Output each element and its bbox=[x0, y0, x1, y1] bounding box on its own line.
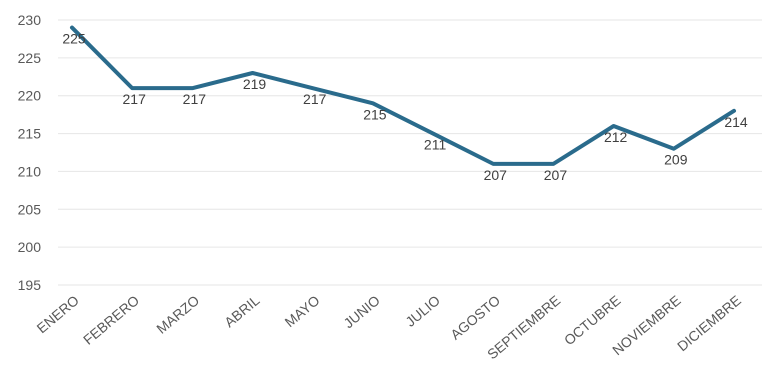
x-tick-label: AGOSTO bbox=[447, 292, 503, 343]
data-label: 211 bbox=[424, 137, 447, 153]
data-label: 212 bbox=[604, 129, 628, 145]
x-tick-label: ABRIL bbox=[221, 292, 262, 330]
x-tick-label: FEBRERO bbox=[80, 292, 142, 348]
data-label: 217 bbox=[123, 91, 147, 107]
x-tick-label: JUNIO bbox=[340, 292, 383, 331]
data-label: 214 bbox=[724, 114, 748, 130]
y-tick-label: 220 bbox=[18, 88, 42, 104]
y-tick-label: 225 bbox=[18, 50, 42, 66]
series-layer bbox=[70, 25, 736, 166]
y-tick-label: 230 bbox=[18, 12, 42, 28]
x-tick-label: OCTUBRE bbox=[561, 292, 624, 348]
data-label: 217 bbox=[303, 91, 327, 107]
data-label: 225 bbox=[62, 31, 86, 47]
data-label: 217 bbox=[183, 91, 207, 107]
y-tick-label: 195 bbox=[18, 277, 42, 293]
gridlines bbox=[58, 19, 762, 286]
data-label: 219 bbox=[243, 76, 267, 92]
y-tick-label: 205 bbox=[18, 201, 42, 217]
y-axis-ticks: 195 200 205 210 215 220 225 230 bbox=[18, 12, 42, 293]
data-label: 207 bbox=[484, 167, 508, 183]
y-tick-label: 215 bbox=[18, 126, 42, 142]
x-tick-label: DICIEMBRE bbox=[674, 292, 744, 354]
data-labels: 225 217 217 219 217 215 211 207 207 212 209 214 bbox=[62, 31, 748, 183]
data-label: 215 bbox=[363, 106, 387, 122]
x-tick-label: JULIO bbox=[402, 292, 443, 330]
data-label: 207 bbox=[544, 167, 568, 183]
data-label: 209 bbox=[664, 152, 688, 168]
series-line bbox=[70, 25, 736, 166]
y-tick-label: 210 bbox=[18, 163, 42, 179]
y-tick-label: 200 bbox=[18, 239, 42, 255]
x-tick-label: MARZO bbox=[153, 292, 202, 337]
x-tick-label: ENERO bbox=[33, 292, 82, 336]
x-tick-label: MAYO bbox=[282, 292, 323, 330]
